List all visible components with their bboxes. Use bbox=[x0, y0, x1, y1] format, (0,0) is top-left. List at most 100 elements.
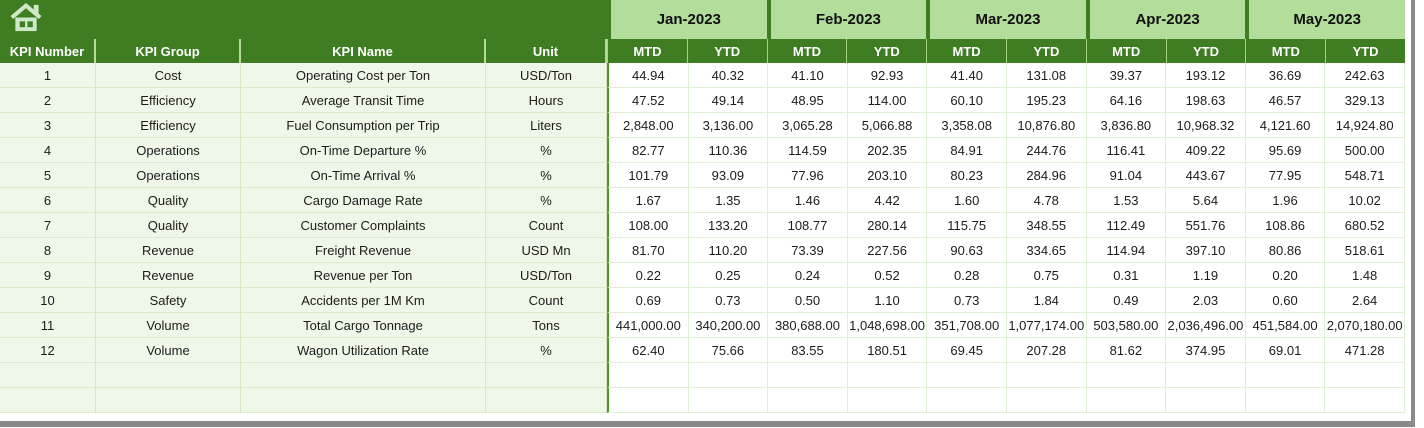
cell-value[interactable]: 73.39 bbox=[768, 238, 848, 263]
column-header-kpi-group[interactable]: KPI Group bbox=[96, 39, 241, 63]
cell-value[interactable]: 77.96 bbox=[768, 163, 848, 188]
cell-value[interactable]: 60.10 bbox=[927, 88, 1007, 113]
cell-empty[interactable] bbox=[1325, 388, 1405, 413]
cell-value[interactable]: 0.22 bbox=[607, 263, 689, 288]
cell-value[interactable]: 82.77 bbox=[607, 138, 689, 163]
cell-kpi-name[interactable]: Wagon Utilization Rate bbox=[241, 338, 486, 363]
cell-kpi-name[interactable]: Customer Complaints bbox=[241, 213, 486, 238]
cell-empty[interactable] bbox=[688, 363, 769, 388]
cell-unit[interactable]: Liters bbox=[486, 113, 607, 138]
cell-value[interactable]: 1.46 bbox=[768, 188, 848, 213]
cell-empty[interactable] bbox=[1166, 363, 1246, 388]
cell-kpi-name[interactable]: Operating Cost per Ton bbox=[241, 63, 486, 88]
cell-kpi-number[interactable]: 10 bbox=[0, 288, 96, 313]
cell-empty[interactable] bbox=[607, 388, 689, 413]
cell-value[interactable]: 116.41 bbox=[1086, 138, 1167, 163]
cell-value[interactable]: 340,200.00 bbox=[688, 313, 769, 338]
month-header-apr-2023[interactable]: Apr-2023 bbox=[1089, 0, 1246, 39]
cell-value[interactable]: 81.62 bbox=[1086, 338, 1167, 363]
cell-value[interactable]: 1.10 bbox=[847, 288, 928, 313]
cell-value[interactable]: 48.95 bbox=[768, 88, 848, 113]
cell-value[interactable]: 131.08 bbox=[1006, 63, 1087, 88]
cell-value[interactable]: 329.13 bbox=[1325, 88, 1405, 113]
cell-kpi-group[interactable]: Efficiency bbox=[96, 113, 241, 138]
sub-header-apr-2023-ytd[interactable]: YTD bbox=[1165, 39, 1246, 63]
sub-header-jan-2023-ytd[interactable]: YTD bbox=[686, 39, 767, 63]
cell-empty[interactable] bbox=[927, 388, 1007, 413]
cell-empty[interactable] bbox=[607, 363, 689, 388]
cell-value[interactable]: 10,876.80 bbox=[1006, 113, 1087, 138]
cell-empty[interactable] bbox=[1245, 388, 1326, 413]
cell-kpi-name[interactable]: Cargo Damage Rate bbox=[241, 188, 486, 213]
cell-value[interactable]: 1,048,698.00 bbox=[847, 313, 928, 338]
cell-kpi-group[interactable]: Quality bbox=[96, 188, 241, 213]
cell-value[interactable]: 284.96 bbox=[1006, 163, 1087, 188]
cell-value[interactable]: 334.65 bbox=[1006, 238, 1087, 263]
cell-empty[interactable] bbox=[241, 388, 486, 413]
cell-value[interactable]: 441,000.00 bbox=[607, 313, 689, 338]
cell-value[interactable]: 62.40 bbox=[607, 338, 689, 363]
cell-value[interactable]: 64.16 bbox=[1086, 88, 1167, 113]
cell-value[interactable]: 46.57 bbox=[1245, 88, 1326, 113]
cell-value[interactable]: 91.04 bbox=[1086, 163, 1167, 188]
cell-kpi-name[interactable]: Average Transit Time bbox=[241, 88, 486, 113]
cell-value[interactable]: 244.76 bbox=[1006, 138, 1087, 163]
cell-value[interactable]: 0.73 bbox=[927, 288, 1007, 313]
cell-kpi-number[interactable]: 11 bbox=[0, 313, 96, 338]
sub-header-apr-2023-mtd[interactable]: MTD bbox=[1085, 39, 1166, 63]
cell-value[interactable]: 680.52 bbox=[1325, 213, 1405, 238]
cell-value[interactable]: 443.67 bbox=[1166, 163, 1246, 188]
cell-empty[interactable] bbox=[486, 388, 607, 413]
cell-value[interactable]: 1.48 bbox=[1325, 263, 1405, 288]
cell-value[interactable]: 3,836.80 bbox=[1086, 113, 1167, 138]
cell-unit[interactable]: USD Mn bbox=[486, 238, 607, 263]
cell-value[interactable]: 242.63 bbox=[1325, 63, 1405, 88]
cell-value[interactable]: 1.67 bbox=[607, 188, 689, 213]
cell-value[interactable]: 202.35 bbox=[847, 138, 928, 163]
cell-value[interactable]: 110.36 bbox=[688, 138, 769, 163]
cell-value[interactable]: 3,065.28 bbox=[768, 113, 848, 138]
cell-empty[interactable] bbox=[241, 363, 486, 388]
cell-unit[interactable]: % bbox=[486, 188, 607, 213]
cell-empty[interactable] bbox=[486, 363, 607, 388]
cell-kpi-number[interactable]: 12 bbox=[0, 338, 96, 363]
cell-value[interactable]: 95.69 bbox=[1245, 138, 1326, 163]
cell-value[interactable]: 503,580.00 bbox=[1086, 313, 1167, 338]
cell-value[interactable]: 108.00 bbox=[607, 213, 689, 238]
cell-kpi-group[interactable]: Operations bbox=[96, 163, 241, 188]
home-button[interactable] bbox=[7, 2, 45, 36]
cell-empty[interactable] bbox=[688, 388, 769, 413]
cell-value[interactable]: 1,077,174.00 bbox=[1006, 313, 1087, 338]
cell-value[interactable]: 518.61 bbox=[1325, 238, 1405, 263]
cell-value[interactable]: 193.12 bbox=[1166, 63, 1246, 88]
cell-unit[interactable]: USD/Ton bbox=[486, 63, 607, 88]
cell-kpi-group[interactable]: Volume bbox=[96, 313, 241, 338]
cell-value[interactable]: 92.93 bbox=[847, 63, 928, 88]
cell-value[interactable]: 83.55 bbox=[768, 338, 848, 363]
cell-value[interactable]: 2,036,496.00 bbox=[1166, 313, 1246, 338]
cell-empty[interactable] bbox=[1325, 363, 1405, 388]
cell-value[interactable]: 3,136.00 bbox=[688, 113, 769, 138]
cell-empty[interactable] bbox=[1006, 388, 1087, 413]
cell-value[interactable]: 0.28 bbox=[927, 263, 1007, 288]
month-header-feb-2023[interactable]: Feb-2023 bbox=[770, 0, 927, 39]
cell-value[interactable]: 75.66 bbox=[688, 338, 769, 363]
cell-value[interactable]: 548.71 bbox=[1325, 163, 1405, 188]
cell-kpi-name[interactable]: Accidents per 1M Km bbox=[241, 288, 486, 313]
cell-value[interactable]: 351,708.00 bbox=[927, 313, 1007, 338]
sub-header-may-2023-ytd[interactable]: YTD bbox=[1325, 39, 1405, 63]
cell-value[interactable]: 0.20 bbox=[1245, 263, 1326, 288]
cell-kpi-group[interactable]: Quality bbox=[96, 213, 241, 238]
cell-value[interactable]: 374.95 bbox=[1166, 338, 1246, 363]
cell-value[interactable]: 0.60 bbox=[1245, 288, 1326, 313]
cell-kpi-group[interactable]: Operations bbox=[96, 138, 241, 163]
cell-value[interactable]: 198.63 bbox=[1166, 88, 1246, 113]
cell-value[interactable]: 93.09 bbox=[688, 163, 769, 188]
cell-empty[interactable] bbox=[1086, 363, 1167, 388]
column-header-kpi-number[interactable]: KPI Number bbox=[0, 39, 96, 63]
cell-unit[interactable]: Count bbox=[486, 288, 607, 313]
cell-value[interactable]: 0.25 bbox=[688, 263, 769, 288]
sub-header-mar-2023-ytd[interactable]: YTD bbox=[1005, 39, 1086, 63]
cell-value[interactable]: 451,584.00 bbox=[1245, 313, 1326, 338]
cell-kpi-number[interactable]: 7 bbox=[0, 213, 96, 238]
